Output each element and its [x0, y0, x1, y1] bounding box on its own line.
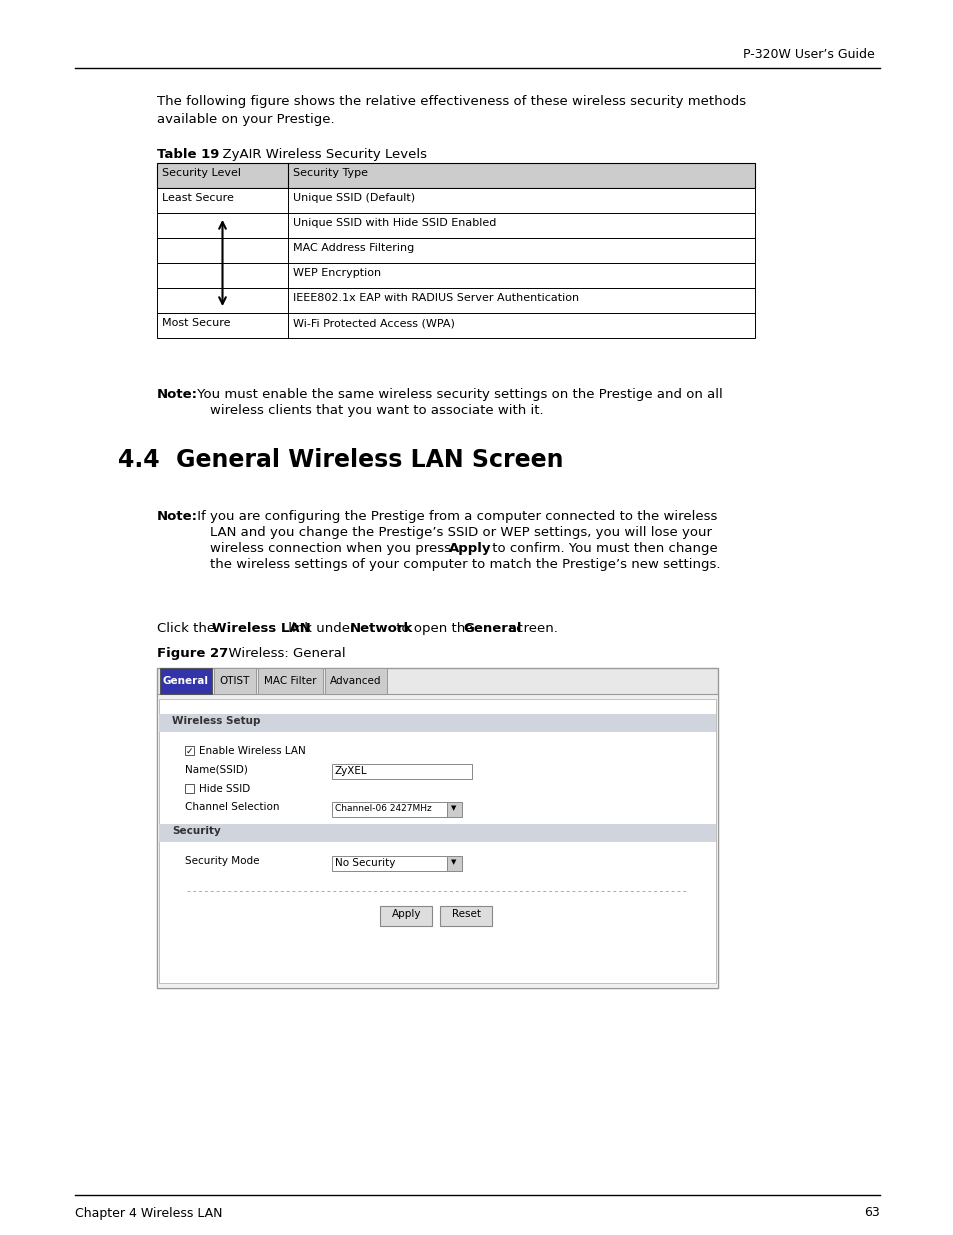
Bar — [440, 906, 492, 926]
Text: Security Level: Security Level — [162, 168, 241, 178]
Text: wireless clients that you want to associate with it.: wireless clients that you want to associ… — [210, 404, 543, 417]
Text: LAN and you change the Prestige’s SSID or WEP settings, you will lose your: LAN and you change the Prestige’s SSID o… — [210, 526, 711, 538]
Text: 4.4  General Wireless LAN Screen: 4.4 General Wireless LAN Screen — [118, 448, 563, 472]
Text: Figure 27: Figure 27 — [157, 647, 228, 659]
Text: Unique SSID with Hide SSID Enabled: Unique SSID with Hide SSID Enabled — [293, 219, 496, 228]
Text: to open the: to open the — [392, 622, 477, 635]
Bar — [157, 238, 754, 263]
Bar — [159, 714, 716, 732]
Text: available on your Prestige.: available on your Prestige. — [157, 112, 335, 126]
Text: ZyAIR Wireless Security Levels: ZyAIR Wireless Security Levels — [213, 148, 427, 161]
Text: Note:: Note: — [157, 388, 198, 401]
Bar — [332, 764, 472, 779]
Text: link under: link under — [284, 622, 359, 635]
Text: Wireless: General: Wireless: General — [220, 647, 345, 659]
Bar — [332, 802, 447, 818]
Text: Wireless LAN: Wireless LAN — [212, 622, 311, 635]
Text: MAC Filter: MAC Filter — [264, 676, 316, 685]
Text: P-320W User’s Guide: P-320W User’s Guide — [742, 47, 874, 61]
Text: Apply: Apply — [392, 909, 421, 919]
Text: Name(SSID): Name(SSID) — [185, 764, 248, 774]
Bar — [332, 856, 447, 871]
Text: Note:: Note: — [157, 510, 198, 522]
Text: Security: Security — [172, 826, 220, 836]
Text: If you are configuring the Prestige from a computer connected to the wireless: If you are configuring the Prestige from… — [193, 510, 717, 522]
Bar — [157, 312, 754, 338]
Bar — [160, 668, 212, 694]
Bar — [213, 668, 255, 694]
Text: Advanced: Advanced — [330, 676, 381, 685]
Text: Most Secure: Most Secure — [162, 317, 231, 329]
Text: Unique SSID (Default): Unique SSID (Default) — [293, 193, 415, 203]
Text: Click the: Click the — [157, 622, 219, 635]
Text: Security Mode: Security Mode — [185, 856, 259, 866]
Bar — [159, 824, 716, 842]
Bar — [447, 802, 461, 818]
Text: Security Type: Security Type — [293, 168, 368, 178]
Text: Wireless Setup: Wireless Setup — [172, 716, 260, 726]
Text: Apply: Apply — [449, 542, 491, 555]
Text: Wi-Fi Protected Access (WPA): Wi-Fi Protected Access (WPA) — [293, 317, 455, 329]
Text: ✓: ✓ — [186, 747, 193, 756]
Bar — [157, 694, 718, 988]
Bar — [157, 263, 754, 288]
Text: No Security: No Security — [335, 858, 395, 868]
Bar — [159, 699, 716, 983]
Bar — [325, 668, 387, 694]
Text: OTIST: OTIST — [219, 676, 250, 685]
Text: the wireless settings of your computer to match the Prestige’s new settings.: the wireless settings of your computer t… — [210, 558, 720, 571]
Text: to confirm. You must then change: to confirm. You must then change — [488, 542, 717, 555]
Text: Table 19: Table 19 — [157, 148, 219, 161]
Text: Reset: Reset — [452, 909, 480, 919]
Bar — [257, 668, 323, 694]
Bar — [185, 746, 193, 755]
Text: Channel Selection: Channel Selection — [185, 802, 279, 811]
Text: ▼: ▼ — [451, 805, 456, 811]
Bar — [157, 212, 754, 238]
Bar — [185, 784, 193, 793]
Text: Network: Network — [350, 622, 413, 635]
Text: Channel-06 2427MHz: Channel-06 2427MHz — [335, 804, 432, 813]
Text: MAC Address Filtering: MAC Address Filtering — [293, 243, 414, 253]
Text: Chapter 4 Wireless LAN: Chapter 4 Wireless LAN — [75, 1207, 222, 1219]
Text: General: General — [163, 676, 209, 685]
Text: 63: 63 — [863, 1207, 879, 1219]
Text: Least Secure: Least Secure — [162, 193, 233, 203]
Bar — [447, 856, 461, 871]
Bar — [157, 188, 754, 212]
Text: The following figure shows the relative effectiveness of these wireless security: The following figure shows the relative … — [157, 95, 745, 107]
Text: screen.: screen. — [505, 622, 558, 635]
Bar — [157, 163, 754, 188]
Bar — [380, 906, 432, 926]
Bar — [157, 668, 718, 988]
Text: ZyXEL: ZyXEL — [335, 766, 367, 776]
Text: Enable Wireless LAN: Enable Wireless LAN — [199, 746, 305, 756]
Bar — [157, 288, 754, 312]
Text: ▼: ▼ — [451, 860, 456, 864]
Text: General: General — [463, 622, 521, 635]
Text: You must enable the same wireless security settings on the Prestige and on all: You must enable the same wireless securi… — [193, 388, 722, 401]
Text: IEEE802.1x EAP with RADIUS Server Authentication: IEEE802.1x EAP with RADIUS Server Authen… — [293, 293, 578, 303]
Text: WEP Encryption: WEP Encryption — [293, 268, 381, 278]
Text: wireless connection when you press: wireless connection when you press — [210, 542, 455, 555]
Text: Hide SSID: Hide SSID — [199, 784, 250, 794]
